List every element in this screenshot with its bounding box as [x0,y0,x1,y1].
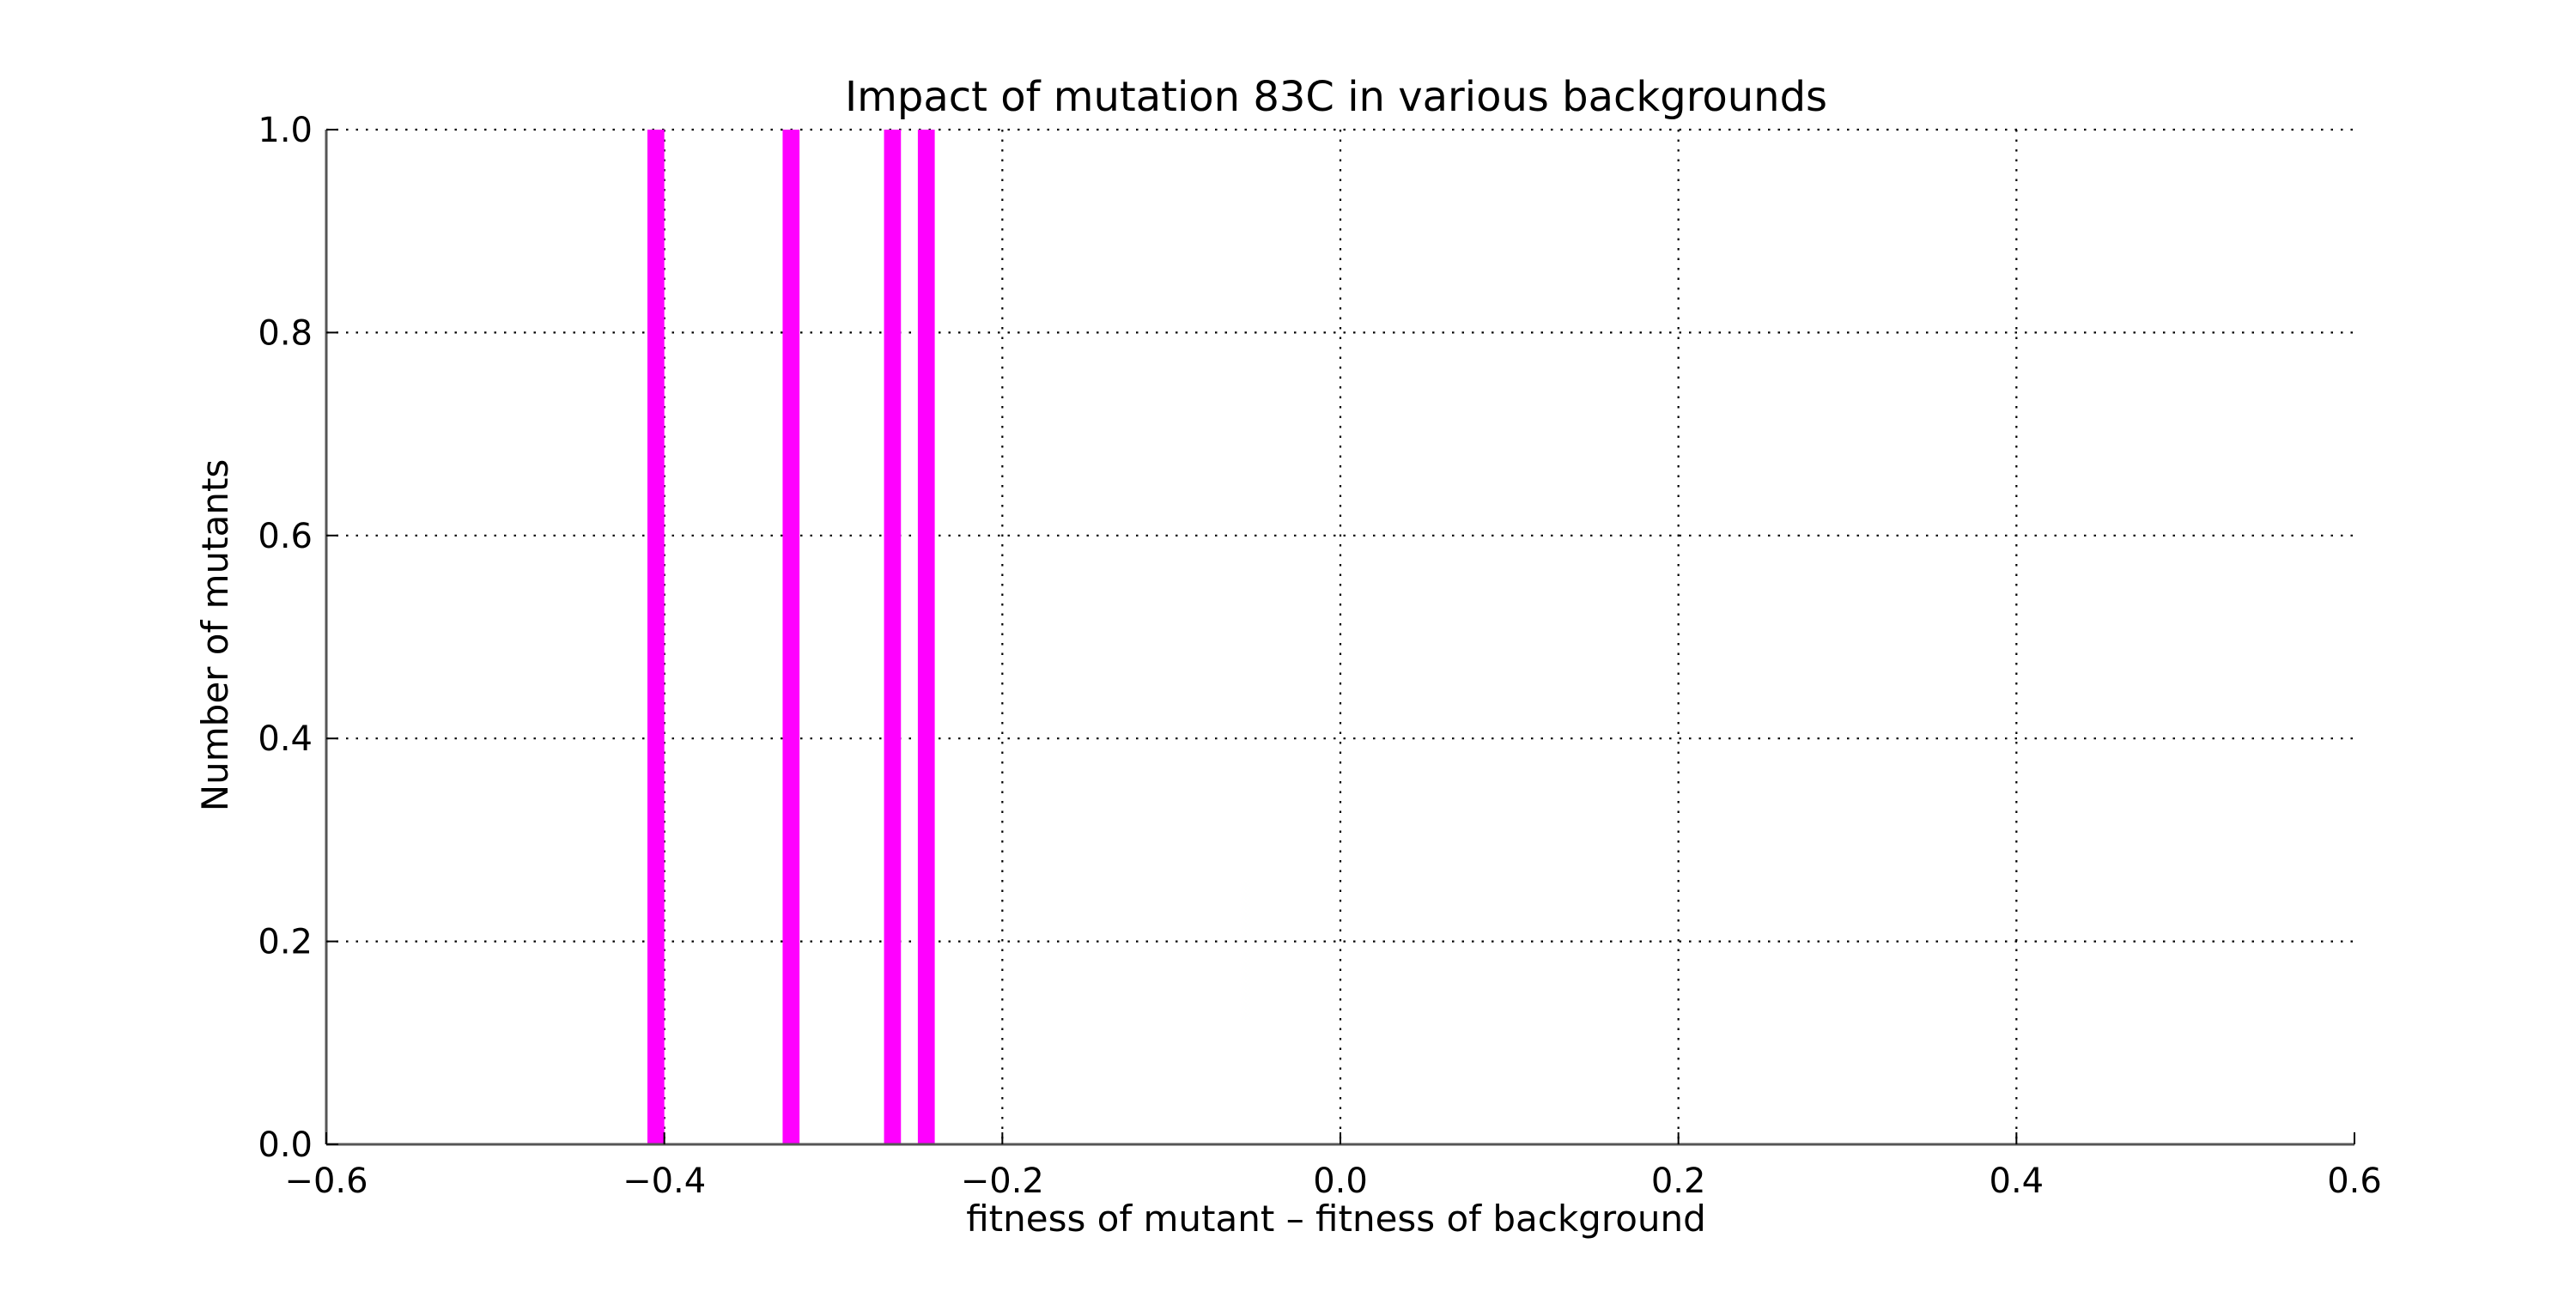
chart-title: Impact of mutation 83C in various backgr… [845,73,1827,121]
y-tick-label: 0.0 [258,1125,313,1165]
histogram-bar [884,130,902,1144]
grid-lines [326,128,2354,1144]
x-tick-label: 0.0 [1313,1162,1368,1201]
histogram-bar [782,130,800,1144]
y-axis-label: Number of mutants [194,459,236,812]
y-tick-label: 1.0 [258,111,313,150]
histogram-bar [917,130,935,1144]
x-tick-label: −0.2 [961,1162,1044,1201]
y-tick-label: 0.6 [258,517,313,556]
y-tick-label: 0.4 [258,719,313,759]
tick-marks [325,129,2355,1145]
histogram-bar [647,130,665,1144]
histogram-bars [647,130,935,1144]
x-tick-label: 0.6 [2327,1162,2382,1201]
x-tick-label: 0.2 [1651,1162,1706,1201]
y-tick-label: 0.2 [258,923,313,962]
x-tick-label: 0.4 [1990,1162,2044,1201]
x-axis-label: fitness of mutant – fitness of backgroun… [966,1198,1706,1240]
x-tick-label: −0.6 [284,1162,368,1201]
x-tick-label: −0.4 [623,1162,706,1201]
axes [325,130,2354,1146]
tick-labels: −0.6 −0.4 −0.2 0.0 0.2 0.4 0.6 0.0 0.2 0.4 0.6 0.8 1… [258,111,2381,1201]
y-tick-label: 0.8 [258,313,313,353]
